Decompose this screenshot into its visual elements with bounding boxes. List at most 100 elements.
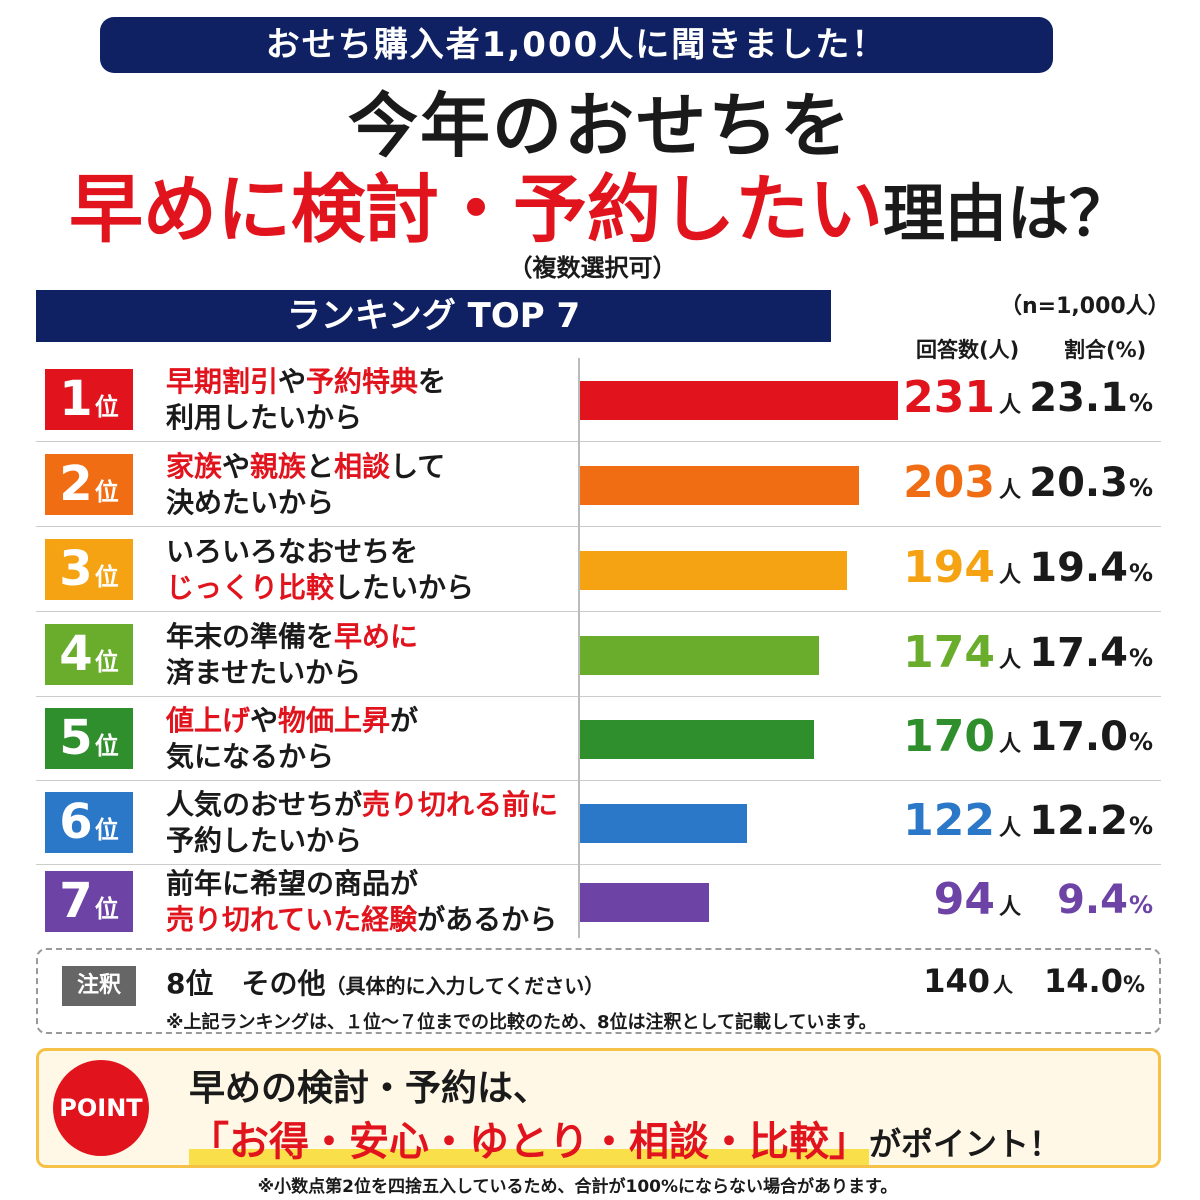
percent-unit: % bbox=[1128, 644, 1153, 672]
reason-text: したいから bbox=[334, 571, 475, 604]
survey-banner: おせち購入者1,000人に聞きました！ bbox=[100, 17, 1053, 73]
ranking-row: 7位 前年に希望の商品が 売り切れていた経験があるから 94 人 9.4% bbox=[36, 860, 1161, 943]
rank-badge: 1位 bbox=[45, 369, 133, 430]
rank-unit: 位 bbox=[94, 816, 119, 844]
reason-line: 前年に希望の商品が bbox=[166, 866, 557, 902]
reason-label: 前年に希望の商品が 売り切れていた経験があるから bbox=[166, 866, 557, 938]
percent-value: 20.3 bbox=[1029, 460, 1128, 506]
rank-badge: 4位 bbox=[45, 624, 133, 685]
bar bbox=[579, 636, 819, 675]
percent-column-header: 割合(%) bbox=[1064, 338, 1147, 362]
count-value: 203 bbox=[903, 457, 995, 508]
reason-highlight: 相談 bbox=[334, 450, 391, 483]
reason-text: を bbox=[418, 365, 447, 398]
count-label: 122 人 bbox=[903, 789, 1021, 861]
reason-text: 利用したいから bbox=[166, 401, 363, 434]
reason-line: 予約したいから bbox=[166, 823, 558, 859]
reason-line: いろいろなおせちを bbox=[166, 534, 474, 570]
reason-text: 済ませたいから bbox=[166, 656, 362, 689]
point-badge: POINT bbox=[53, 1060, 149, 1156]
rank-badge: 7位 bbox=[45, 871, 133, 932]
rank-unit: 位 bbox=[94, 563, 119, 591]
percent-unit: % bbox=[1128, 812, 1153, 840]
footnote: ※小数点第2位を四捨五入しているため、合計が100%にならない場合があります。 bbox=[257, 1177, 898, 1197]
count-value: 231 bbox=[903, 372, 995, 423]
subtitle: （複数選択可） bbox=[508, 254, 677, 282]
percent-value: 23.1 bbox=[1029, 375, 1128, 421]
reason-line: 家族や親族と相談して bbox=[166, 449, 445, 485]
reason-text: いろいろなおせちを bbox=[166, 535, 419, 568]
count-label: 194 人 bbox=[903, 536, 1021, 608]
rank8-percent: 14.0% bbox=[1044, 962, 1145, 1000]
reason-text: 予約したいから bbox=[166, 824, 363, 857]
reason-text: 人気のおせちが bbox=[166, 788, 363, 821]
count-label: 203 人 bbox=[903, 451, 1021, 523]
reason-label: 早期割引や予約特典を 利用したいから bbox=[166, 364, 446, 436]
percent-unit: % bbox=[1128, 474, 1153, 502]
bar bbox=[579, 804, 747, 843]
point-tail: がポイント！ bbox=[869, 1125, 1062, 1163]
count-unit: 人 bbox=[998, 563, 1021, 588]
point-bracket-close: 」 bbox=[829, 1119, 869, 1165]
percent-label: 17.0% bbox=[1029, 705, 1153, 774]
reason-text: して bbox=[390, 450, 446, 483]
count-value: 174 bbox=[903, 627, 995, 678]
count-label: 231 人 bbox=[903, 366, 1021, 438]
count-unit: 人 bbox=[998, 648, 1021, 673]
reason-text: と bbox=[306, 450, 335, 483]
reason-highlight: 予約特典 bbox=[306, 365, 419, 398]
ranking-row: 3位 いろいろなおせちを じっくり比較したいから 194 人 19.4% bbox=[36, 528, 1161, 612]
reason-highlight: 値上げ bbox=[166, 704, 251, 737]
reason-line: 値上げや物価上昇が bbox=[166, 703, 418, 739]
ranking-annotation: ※上記ランキングは、１位～７位までの比較のため、8位は注釈として記載しています。 bbox=[166, 1012, 877, 1033]
count-label: 174 人 bbox=[903, 621, 1021, 693]
chart-axis-line bbox=[578, 358, 580, 938]
reason-label: 値上げや物価上昇が 気になるから bbox=[166, 703, 418, 775]
rank-number: 7 bbox=[59, 873, 93, 929]
ranking-row: 2位 家族や親族と相談して 決めたいから 203 人 20.3% bbox=[36, 443, 1161, 527]
rank8-count-value: 140 bbox=[923, 962, 990, 1000]
count-value: 94 bbox=[933, 874, 995, 925]
sample-size-label: （n=1,000人） bbox=[1000, 294, 1170, 319]
ranking-row: 4位 年末の準備を早めに 済ませたいから 174 人 17.4% bbox=[36, 613, 1161, 697]
reason-text: 前年に希望の商品が bbox=[166, 867, 419, 900]
bar bbox=[579, 551, 847, 590]
percent-value: 9.4 bbox=[1057, 877, 1128, 923]
reason-line: 年末の準備を早めに bbox=[166, 619, 418, 655]
percent-label: 9.4% bbox=[1057, 868, 1153, 937]
reason-highlight: じっくり比較 bbox=[166, 571, 335, 604]
ranking-row: 5位 値上げや物価上昇が 気になるから 170 人 17.0% bbox=[36, 697, 1161, 781]
rank8-count: 140 人 bbox=[923, 962, 1013, 1000]
reason-text: 年末の準備を bbox=[166, 620, 335, 653]
point-bracket-open: 「 bbox=[189, 1119, 229, 1165]
reason-highlight: 売り切れていた経験 bbox=[166, 903, 418, 936]
reason-label: いろいろなおせちを じっくり比較したいから bbox=[166, 534, 474, 606]
rank-number: 3 bbox=[59, 541, 93, 597]
reason-line: 済ませたいから bbox=[166, 655, 418, 691]
count-unit: 人 bbox=[998, 732, 1021, 757]
rank8-label: 8位 その他（具体的に入力してください） bbox=[166, 962, 604, 1002]
rank8-percent-value: 14.0 bbox=[1044, 962, 1123, 1000]
rank-unit: 位 bbox=[94, 478, 119, 506]
percent-unit: % bbox=[1128, 728, 1153, 756]
ranking-row: 1位 早期割引や予約特典を 利用したいから 231 人 23.1% bbox=[36, 358, 1161, 442]
reason-label: 人気のおせちが売り切れる前に 予約したいから bbox=[166, 787, 558, 859]
rank-unit: 位 bbox=[94, 648, 119, 676]
rank8-count-unit: 人 bbox=[993, 973, 1013, 997]
count-unit: 人 bbox=[998, 393, 1021, 418]
rank-number: 6 bbox=[59, 794, 93, 850]
count-value: 194 bbox=[903, 542, 995, 593]
bar bbox=[579, 883, 709, 922]
reason-highlight: 家族 bbox=[166, 450, 223, 483]
percent-value: 19.4 bbox=[1029, 545, 1128, 591]
reason-line: 早期割引や予約特典を bbox=[166, 364, 446, 400]
reason-line: じっくり比較したいから bbox=[166, 570, 474, 606]
percent-unit: % bbox=[1128, 891, 1153, 919]
headline-red-text: 早めに検討・予約したい bbox=[68, 167, 883, 253]
percent-label: 23.1% bbox=[1029, 366, 1153, 435]
reason-line: 利用したいから bbox=[166, 400, 446, 436]
reason-highlight: 売り切れる前に bbox=[362, 788, 559, 821]
reason-text: 決めたいから bbox=[166, 486, 335, 519]
headline-black-text: 理由は？ bbox=[882, 177, 1131, 250]
rank-unit: 位 bbox=[94, 895, 119, 923]
